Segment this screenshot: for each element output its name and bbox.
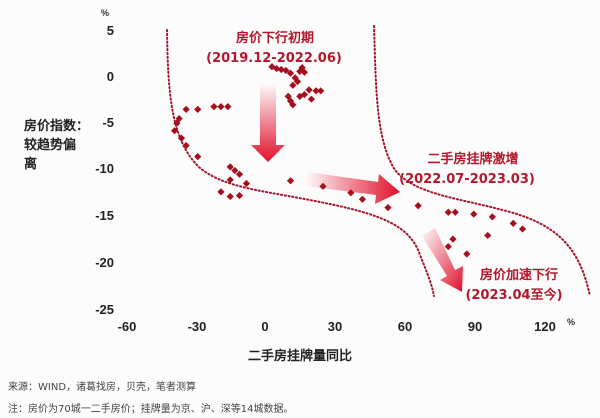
data-point-marker (319, 182, 327, 190)
source-note: 来源：WIND，诸葛找房，贝壳，笔者测算 (8, 382, 197, 393)
data-point-marker (277, 65, 285, 74)
x-tick: -30 (188, 319, 207, 334)
data-point-marker (286, 177, 295, 185)
y-tick: 5 (107, 23, 114, 38)
data-point-marker (175, 115, 183, 123)
data-point-marker (226, 192, 234, 201)
scatter-markers (170, 63, 527, 258)
data-point-marker (286, 97, 295, 105)
data-point-marker (235, 191, 244, 200)
data-point-marker (226, 176, 234, 184)
data-point-marker (312, 87, 320, 95)
data-point-marker (484, 231, 492, 240)
annotation-phase1-period: (2019.12-2022.06) (206, 51, 342, 66)
data-point-marker (235, 170, 244, 178)
x-axis-title: 二手房挂牌量同比 (247, 349, 352, 364)
data-point-marker (217, 188, 225, 196)
data-point-marker (170, 127, 179, 135)
data-point-marker (414, 202, 422, 210)
x-tick: 60 (398, 319, 412, 334)
y-tick: -10 (95, 161, 114, 176)
annotation-phase1: 房价下行初期 (2019.12-2022.06) (206, 30, 342, 66)
data-point-marker (296, 92, 304, 100)
data-point-marker (194, 153, 202, 161)
data-point-marker (194, 105, 202, 113)
x-unit-label: % (567, 317, 575, 327)
data-point-marker (451, 208, 459, 216)
y-tick: -5 (102, 115, 114, 130)
y-axis-title-line: 较趋势偏 (24, 138, 77, 153)
data-point-marker (242, 179, 251, 188)
data-point-marker (282, 66, 290, 75)
data-point-marker (289, 101, 297, 109)
data-point-marker (317, 87, 325, 95)
x-axis-ticks: -60 -30 0 30 60 90 120 (118, 319, 556, 334)
annotation-phase3: 房价加速下行 (2023.04至今) (465, 267, 562, 303)
y-tick: 0 (107, 69, 114, 84)
y-unit-label: % (101, 8, 109, 18)
data-point-marker (305, 86, 313, 94)
y-axis-title: 房价指数： 较趋势偏 离 (24, 117, 104, 174)
annotation-phase2: 二手房挂牌激增 (2022.07-2023.03) (399, 151, 535, 187)
data-point-marker (177, 134, 186, 142)
x-tick: -60 (118, 319, 137, 334)
annotation-phase3-period: (2023.04至今) (465, 287, 562, 303)
data-point-marker (231, 166, 239, 175)
x-tick: 30 (328, 319, 342, 334)
data-point-marker (449, 235, 457, 243)
data-point-marker (307, 95, 315, 103)
data-point-marker (358, 195, 367, 203)
x-tick: 120 (534, 319, 556, 334)
y-axis-title-line: 离 (24, 157, 38, 172)
data-point-marker (463, 250, 471, 258)
data-point-marker (300, 68, 309, 76)
annotation-phase2-title: 二手房挂牌激增 (427, 151, 518, 167)
data-point-marker (488, 213, 496, 221)
data-point-marker (293, 77, 302, 86)
data-point-marker (296, 67, 304, 75)
data-point-marker (286, 69, 295, 77)
arrow-phase2-right (305, 172, 400, 204)
x-tick: 0 (261, 319, 268, 334)
y-tick: -25 (95, 302, 114, 317)
y-axis-title-line: 房价指数： (24, 119, 90, 134)
data-point-marker (273, 64, 281, 73)
data-point-marker (444, 208, 452, 216)
annotation-phase2-period: (2022.07-2023.03) (399, 172, 535, 187)
data-point-marker (300, 90, 309, 99)
data-point-marker (217, 102, 225, 111)
arrow-phase3-diag (422, 228, 463, 292)
data-point-marker (182, 105, 190, 113)
data-point-marker (210, 102, 218, 111)
right-boundary-curve (373, 25, 591, 297)
data-point-marker (289, 81, 297, 89)
x-tick: 90 (468, 319, 482, 334)
arrow-phase1-down (251, 83, 285, 162)
data-point-marker (224, 102, 232, 111)
data-point-marker (384, 204, 392, 212)
footnote: 注：房价为70城一二手房价；挂牌量为京、沪、深等14城数据。 (8, 404, 294, 415)
data-point-marker (291, 74, 299, 82)
y-tick: -15 (95, 208, 114, 223)
annotation-phase1-title: 房价下行初期 (236, 30, 314, 46)
data-point-marker (268, 63, 276, 71)
annotation-phase3-title: 房价加速下行 (480, 267, 558, 283)
data-point-marker (509, 219, 517, 227)
data-point-marker (518, 225, 527, 233)
data-point-marker (182, 141, 190, 150)
data-point-marker (226, 163, 234, 171)
y-axis-ticks: 5 0 -5 -10 -15 -20 -25 (95, 23, 114, 317)
data-point-marker (444, 242, 452, 251)
data-point-marker (347, 189, 355, 197)
data-point-marker (470, 210, 478, 218)
y-tick: -20 (95, 255, 114, 270)
